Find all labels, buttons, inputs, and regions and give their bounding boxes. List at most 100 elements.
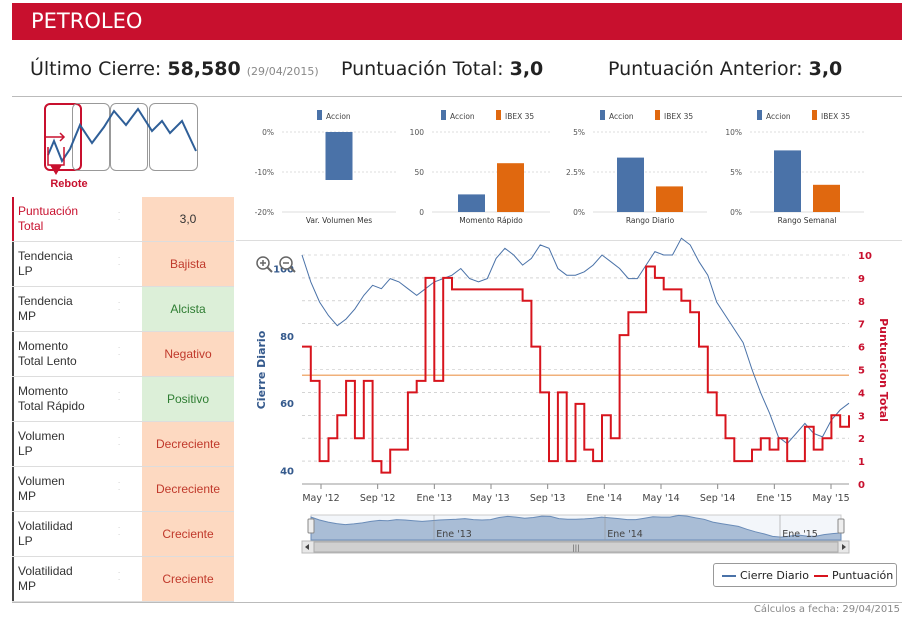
sort-icon: ˙ ˙: [118, 211, 121, 228]
previous-score: Puntuación Anterior: 3,0: [608, 58, 842, 80]
scroll-left-icon[interactable]: [305, 544, 309, 550]
legend-swatch: [600, 110, 605, 120]
mini-chart-1: 0% -10% -20% Accion Var. Volumen Mes: [255, 110, 396, 225]
left-tick-label: 60: [280, 399, 294, 410]
indicator-label-line1: Momento: [18, 384, 69, 398]
scrollbar-thumb[interactable]: [313, 541, 839, 553]
legend-swatch: [757, 110, 762, 120]
page-title: PETROLEO: [12, 3, 902, 40]
chart-legend: Cierre Diario Puntuación: [713, 563, 897, 587]
total-score-label: Puntuación Total:: [341, 58, 504, 80]
sort-icon: ˙ ˙: [118, 481, 121, 498]
tick-label: -10%: [255, 168, 274, 177]
navigator[interactable]: Ene '13 Ene '14 Ene '15 |||: [301, 514, 850, 554]
mini-bar-charts: 0% -10% -20% Accion Var. Volumen Mes 100 50 0 Ac…: [255, 110, 864, 225]
tick-label: 0: [419, 208, 424, 217]
indicator-row[interactable]: Volatilidad MP ˙ ˙ Creciente: [12, 557, 234, 602]
legend-label: IBEX 35: [821, 112, 850, 121]
indicator-row[interactable]: Tendencia LP ˙ ˙ Bajista: [12, 242, 234, 287]
indicator-label: Volatilidad MP: [12, 557, 140, 601]
bar: [497, 163, 524, 212]
mini-chart-title: Momento Rápido: [459, 216, 523, 225]
indicator-row[interactable]: Momento Total Lento ˙ ˙ Negativo: [12, 332, 234, 377]
navigator-tick-label: Ene '15: [782, 529, 818, 540]
indicator-row[interactable]: Momento Total Rápido ˙ ˙ Positivo: [12, 377, 234, 422]
indicator-label: Volumen MP: [12, 467, 140, 511]
indicator-row[interactable]: Volatilidad LP ˙ ˙ Creciente: [12, 512, 234, 557]
indicator-row[interactable]: Volumen LP ˙ ˙ Decreciente: [12, 422, 234, 467]
indicator-value: Creciente: [142, 512, 234, 556]
pattern-line: [46, 107, 197, 175]
indicator-label: Tendencia MP: [12, 287, 140, 331]
tick-label: 10%: [725, 128, 742, 137]
sort-icon: ˙ ˙: [118, 436, 121, 453]
legend-label: Accion: [766, 112, 791, 121]
sort-icon: ˙ ˙: [118, 301, 121, 318]
indicator-label-line1: Volumen: [18, 429, 65, 443]
last-close: Último Cierre: 58,580 (29/04/2015): [30, 58, 319, 80]
indicator-row[interactable]: Volumen MP ˙ ˙ Decreciente: [12, 467, 234, 512]
mini-chart-title: Var. Volumen Mes: [306, 216, 372, 225]
indicator-value: Creciente: [142, 557, 234, 601]
series-cierre-diario: [301, 237, 850, 445]
right-axis-title: Puntuacion Total: [877, 318, 890, 422]
right-tick-label: 3: [858, 411, 865, 422]
x-tick-label: Sep '12: [360, 493, 396, 504]
legend-label: Accion: [609, 112, 634, 121]
navigator-handle-left[interactable]: [307, 518, 315, 534]
sort-icon: ˙ ˙: [118, 346, 121, 363]
legend-label: Accion: [326, 112, 351, 121]
right-tick-label: 7: [858, 320, 865, 331]
legend-label: IBEX 35: [664, 112, 693, 121]
mini-chart-3: 5% 2.5% 0% Accion IBEX 35 Rango Diario: [566, 110, 707, 225]
indicator-value: Decreciente: [142, 467, 234, 511]
indicator-label-line2: LP: [18, 264, 33, 278]
legend-swatch: [496, 110, 501, 120]
indicator-label-line2: Total Rápido: [18, 399, 85, 413]
previous-score-value: 3,0: [808, 58, 843, 80]
legend-label: Accion: [450, 112, 475, 121]
navigator-handle-right[interactable]: [837, 518, 845, 534]
indicator-label-line2: MP: [18, 309, 36, 323]
zoom-in-icon: [256, 256, 273, 273]
scroll-right-icon[interactable]: [842, 544, 846, 550]
right-tick-label: 10: [858, 251, 872, 262]
last-close-value: 58,580: [167, 58, 241, 80]
total-score: Puntuación Total: 3,0: [341, 58, 543, 80]
x-tick-label: May '14: [642, 493, 679, 504]
x-tick-label: Sep '13: [530, 493, 566, 504]
indicator-row[interactable]: Puntuación Total ˙ ˙ 3,0: [12, 197, 234, 242]
zoom-in-button[interactable]: [256, 256, 274, 274]
bar: [813, 184, 840, 212]
tick-label: 50: [414, 168, 424, 177]
x-tick-label: May '13: [472, 493, 509, 504]
tick-label: 2.5%: [566, 168, 585, 177]
zoom-out-button[interactable]: [279, 256, 297, 274]
indicator-value: Bajista: [142, 242, 234, 286]
indicator-label-line2: Total: [18, 219, 44, 233]
pattern-cell: [44, 103, 82, 171]
mini-chart-2: 100 50 0 Accion IBEX 35 Momento Rápido: [410, 110, 550, 225]
left-axis-title: Cierre Diario: [255, 330, 268, 409]
indicator-label-line1: Volumen: [18, 474, 65, 488]
bar: [325, 132, 353, 180]
indicator-label: Puntuación Total: [12, 197, 140, 241]
indicator-value: Alcista: [142, 287, 234, 331]
sort-icon: ˙ ˙: [118, 391, 121, 408]
indicator-label-line2: LP: [18, 534, 33, 548]
indicator-label: Volumen LP: [12, 422, 140, 466]
indicator-row[interactable]: Tendencia MP ˙ ˙ Alcista: [12, 287, 234, 332]
indicator-label: Volatilidad LP: [12, 512, 140, 556]
legend-cierre-label: Cierre Diario: [740, 569, 809, 582]
left-tick-label: 40: [280, 467, 294, 478]
legend-puntuacion[interactable]: Puntuación: [814, 569, 893, 582]
indicator-value: Decreciente: [142, 422, 234, 466]
legend-puntuacion-label: Puntuación: [832, 569, 894, 582]
divider: [12, 96, 902, 97]
tick-label: 0%: [573, 208, 585, 217]
x-tick-label: Ene '14: [587, 493, 623, 504]
legend-cierre[interactable]: Cierre Diario: [722, 569, 809, 582]
tick-label: 100: [410, 128, 425, 137]
